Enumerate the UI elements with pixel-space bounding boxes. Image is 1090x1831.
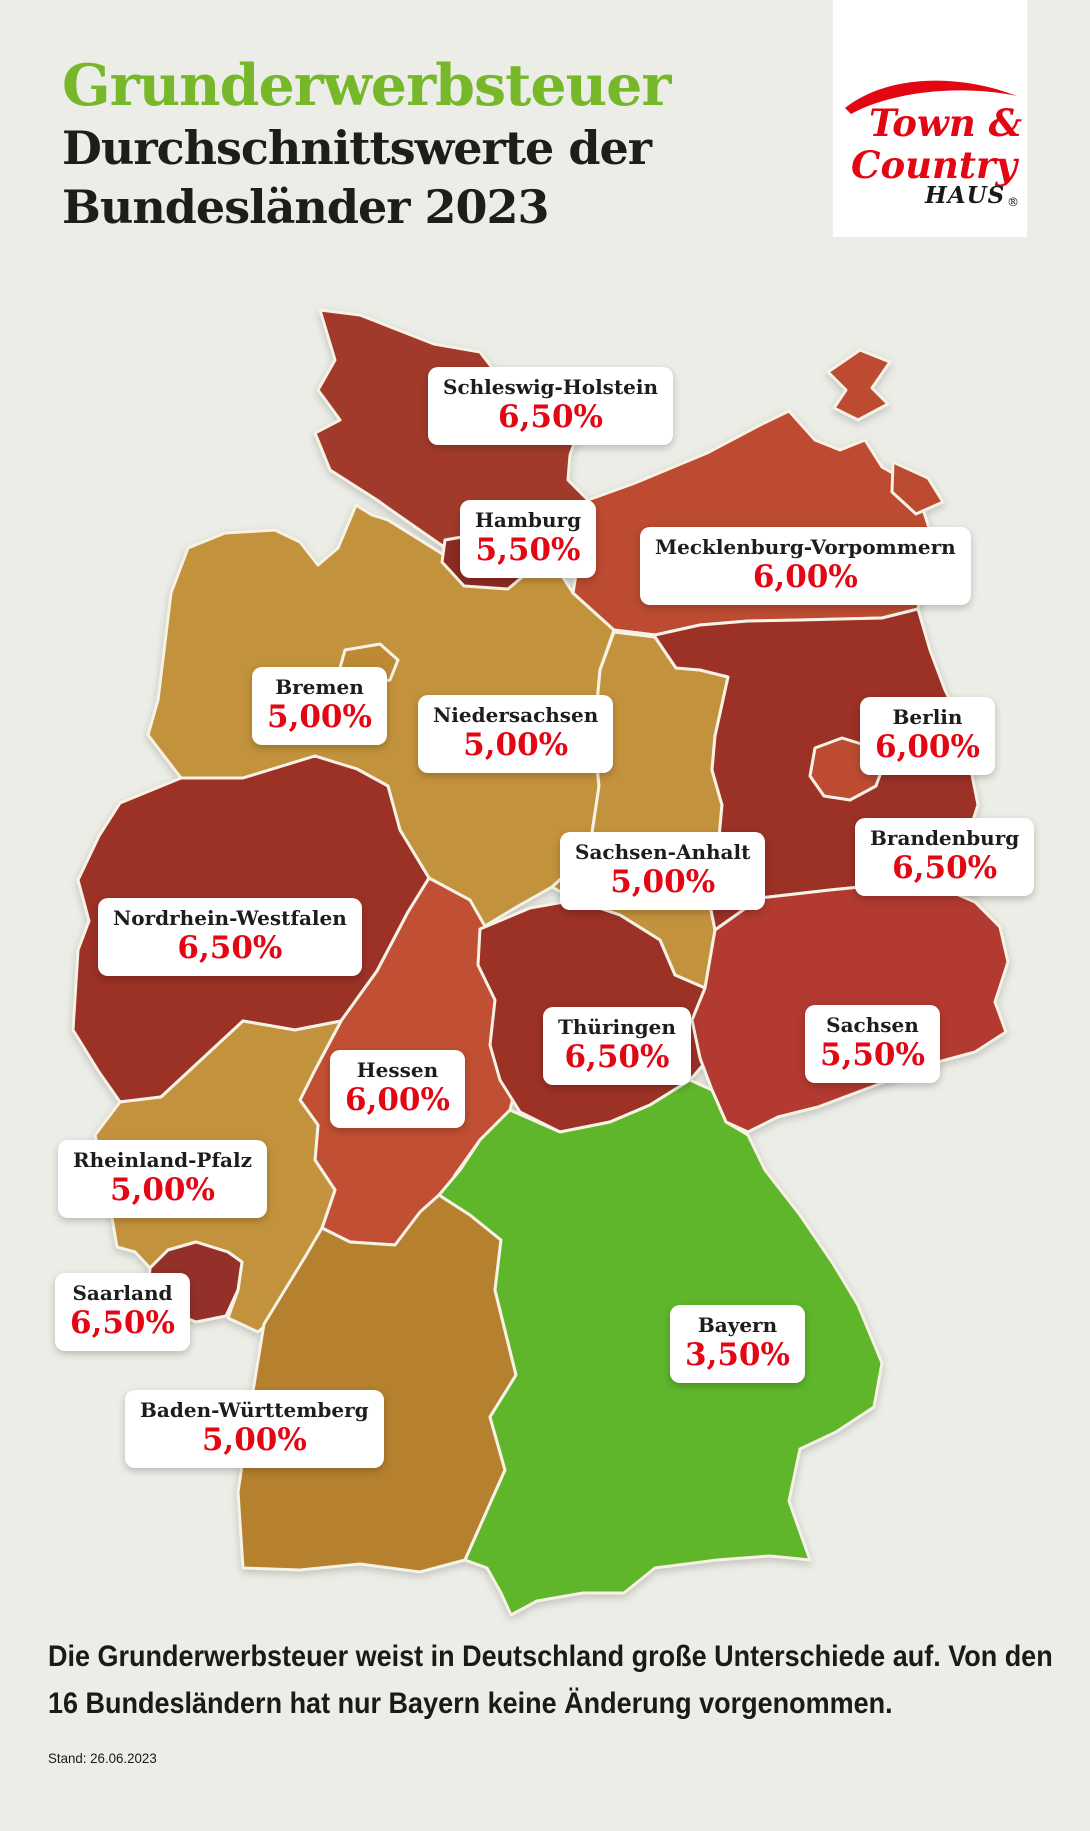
island-usedom [890, 460, 945, 516]
state-name: Rheinland-Pfalz [73, 1148, 252, 1172]
state-name: Bremen [275, 675, 364, 699]
page-title: Grunderwerbsteuer [62, 52, 671, 119]
logo-text-haus: HAUS [924, 182, 1005, 209]
state-value: 5,50% [820, 1037, 925, 1073]
logo-text-country: Country [851, 143, 1020, 187]
state-name: Mecklenburg-Vorpommern [655, 535, 956, 559]
state-name: Brandenburg [870, 826, 1020, 850]
island-ruegen [826, 348, 892, 422]
state-value: 6,50% [892, 850, 998, 886]
state-label-sachsen: Sachsen 5,50% [805, 1005, 940, 1083]
state-value: 3,50% [685, 1337, 790, 1373]
page-subtitle-line1: Durchschnittswerte der [62, 121, 652, 176]
state-label-thueringen: Thüringen 6,50% [543, 1007, 691, 1085]
state-label-nordrhein-westfalen: Nordrhein-Westfalen 6,50% [98, 898, 362, 976]
state-value: 6,50% [177, 930, 283, 966]
state-label-sachsen-anhalt: Sachsen-Anhalt 5,00% [560, 832, 766, 910]
state-name: Niedersachsen [433, 703, 599, 727]
state-shape-bayern [437, 1078, 884, 1617]
state-name: Thüringen [558, 1015, 676, 1039]
state-value: 6,00% [345, 1082, 450, 1118]
state-name: Sachsen [826, 1013, 919, 1037]
logo-swoosh [845, 80, 1017, 114]
state-value: 6,50% [498, 399, 603, 435]
state-label-rheinland-pfalz: Rheinland-Pfalz 5,00% [58, 1140, 267, 1218]
state-label-brandenburg: Brandenburg 6,50% [855, 818, 1035, 896]
state-name: Baden-Württemberg [140, 1398, 369, 1422]
state-value: 6,00% [875, 729, 980, 765]
state-value: 5,00% [110, 1172, 215, 1208]
logo-graphic: Town & Country HAUS ® [845, 80, 1022, 209]
footer-line-1: Die Grunderwerbsteuer weist in Deutschla… [48, 1640, 1053, 1673]
state-name: Nordrhein-Westfalen [113, 906, 347, 930]
state-value: 5,50% [475, 532, 581, 568]
state-label-hessen: Hessen 6,00% [330, 1050, 465, 1128]
header: Grunderwerbsteuer Durchschnittswerte der… [62, 52, 822, 237]
state-value: 5,00% [610, 864, 716, 900]
state-label-schleswig-holstein: Schleswig-Holstein 6,50% [428, 367, 674, 445]
footer-text: Die Grunderwerbsteuer weist in Deutschla… [48, 1634, 1078, 1728]
state-value: 6,00% [752, 559, 858, 595]
state-label-bayern: Bayern 3,50% [670, 1305, 805, 1383]
state-name: Bayern [697, 1313, 778, 1337]
state-label-mecklenburg-vorpommern: Mecklenburg-Vorpommern 6,00% [640, 527, 971, 605]
state-value: 5,00% [267, 699, 372, 735]
state-label-baden-wuerttemberg: Baden-Württemberg 5,00% [125, 1390, 384, 1468]
date-note: Stand: 26.06.2023 [48, 1750, 157, 1766]
footer-line-2: 16 Bundesländern hat nur Bayern keine Än… [48, 1686, 893, 1720]
state-label-berlin: Berlin 6,00% [860, 697, 995, 775]
state-value: 5,00% [201, 1422, 307, 1458]
state-name: Saarland [72, 1281, 173, 1305]
state-name: Hessen [356, 1058, 439, 1082]
state-value: 6,50% [70, 1305, 175, 1341]
state-label-saarland: Saarland 6,50% [55, 1273, 190, 1351]
state-label-niedersachsen: Niedersachsen 5,00% [418, 695, 614, 773]
state-name: Schleswig-Holstein [443, 375, 659, 399]
state-label-hamburg: Hamburg 5,50% [460, 500, 597, 578]
state-value: 5,00% [463, 727, 569, 763]
town-and-country-logo: Town & Country HAUS ® [833, 0, 1027, 237]
state-name: Sachsen-Anhalt [575, 840, 751, 864]
state-name: Berlin [892, 705, 963, 729]
state-label-bremen: Bremen 5,00% [252, 667, 387, 745]
page-subtitle-line2: Bundesländer 2023 [62, 180, 550, 235]
logo-text-town: Town & [869, 101, 1022, 145]
registered-trademark-icon: ® [1007, 195, 1019, 209]
state-name: Hamburg [475, 508, 582, 532]
state-value: 6,50% [564, 1039, 670, 1075]
